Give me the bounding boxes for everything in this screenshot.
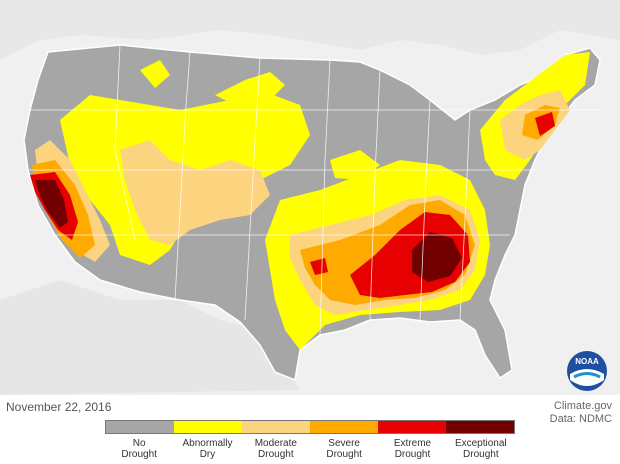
legend-color-bar [105, 420, 515, 434]
legend-label-line1: Extreme [393, 438, 432, 449]
legend-swatch-moderate-drought [242, 421, 310, 433]
mexico-land [0, 280, 300, 395]
legend-label-moderate-drought: Moderate Drought [242, 438, 310, 460]
legend-label-line2: Dry [199, 449, 216, 460]
legend-label-line2: Drought [121, 449, 157, 460]
credit-data: Data: NDMC [549, 413, 612, 425]
legend-labels: No Drought Abnormally Dry Moderate Droug… [105, 438, 515, 460]
drought-legend: No Drought Abnormally Dry Moderate Droug… [105, 420, 515, 460]
drought-map: NOAA [0, 0, 620, 395]
legend-label-line2: Drought [326, 449, 362, 460]
noaa-logo: NOAA [567, 351, 607, 391]
legend-label-abnormally-dry: Abnormally Dry [173, 438, 241, 460]
legend-swatch-no-drought [106, 421, 174, 433]
credit-site: Climate.gov [553, 400, 612, 412]
legend-label-line1: Severe [328, 438, 360, 449]
legend-label-line1: Abnormally [182, 438, 233, 449]
us-drought-map-svg [0, 0, 620, 395]
legend-label-line2: Drought [463, 449, 499, 460]
legend-label-line2: Drought [394, 449, 431, 460]
legend-swatch-severe-drought [310, 421, 378, 433]
legend-label-exceptional-drought: Exceptional Drought [447, 438, 515, 460]
legend-label-line1: Exceptional [454, 438, 507, 449]
legend-label-extreme-drought: Extreme Drought [378, 438, 446, 460]
legend-label-line1: No [132, 438, 146, 449]
legend-label-line2: Drought [258, 449, 294, 460]
legend-swatch-abnormally-dry [174, 421, 242, 433]
state-borders [28, 44, 600, 336]
map-date: November 22, 2016 [6, 400, 112, 414]
noaa-logo-text: NOAA [575, 357, 599, 366]
legend-swatch-exceptional-drought [446, 421, 514, 433]
credit-block: Climate.gov Data: NDMC [550, 400, 612, 426]
legend-label-severe-drought: Severe Drought [310, 438, 378, 460]
legend-label-line1: Moderate [254, 438, 297, 449]
exceptional-drought-areas [35, 180, 462, 282]
legend-label-no-drought: No Drought [105, 438, 173, 460]
legend-swatch-extreme-drought [378, 421, 446, 433]
canada-land [0, 0, 620, 60]
